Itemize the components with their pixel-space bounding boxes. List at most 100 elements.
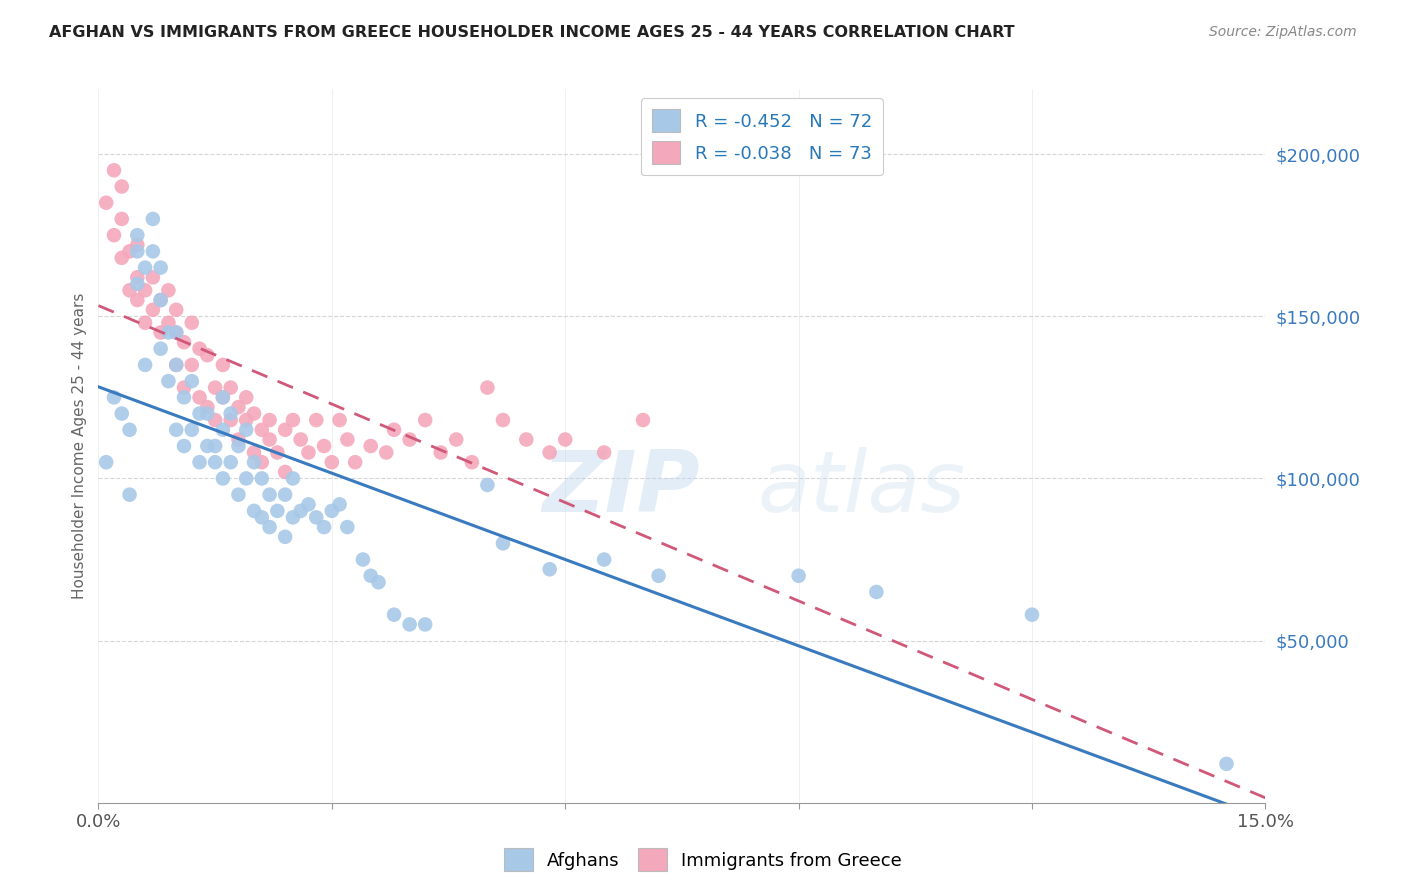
Point [212, 358, 235, 372]
Point [344, 455, 367, 469]
Point [329, 413, 352, 427]
Point [149, 293, 172, 307]
Point [96, 455, 118, 469]
Point [266, 445, 288, 459]
Point [461, 455, 484, 469]
Point [228, 433, 250, 447]
Point [515, 433, 537, 447]
Point [352, 552, 374, 566]
Point [195, 407, 218, 421]
Point [631, 413, 654, 427]
Point [180, 423, 202, 437]
Point [382, 607, 405, 622]
Point [413, 413, 436, 427]
Point [127, 238, 149, 252]
Point [259, 520, 281, 534]
Point [593, 552, 616, 566]
Point [157, 374, 180, 388]
Point [647, 568, 669, 582]
Point [235, 390, 257, 404]
Text: ZIP: ZIP [541, 447, 700, 531]
Point [118, 244, 141, 259]
Point [204, 413, 226, 427]
Point [865, 585, 887, 599]
Point [219, 413, 242, 427]
Point [118, 488, 141, 502]
Point [180, 316, 202, 330]
Point [134, 283, 156, 297]
Point [127, 293, 149, 307]
Point [336, 520, 359, 534]
Point [250, 423, 273, 437]
Point [538, 445, 561, 459]
Point [360, 568, 382, 582]
Point [312, 439, 335, 453]
Point [477, 478, 499, 492]
Point [446, 433, 468, 447]
Point [173, 335, 195, 350]
Point [1021, 607, 1043, 622]
Point [157, 283, 180, 297]
Point [274, 530, 297, 544]
Point [413, 617, 436, 632]
Point [195, 439, 218, 453]
Point [228, 400, 250, 414]
Point [250, 471, 273, 485]
Point [188, 390, 211, 404]
Y-axis label: Householder Income Ages 25 - 44 years: Householder Income Ages 25 - 44 years [72, 293, 87, 599]
Point [259, 433, 281, 447]
Point [274, 465, 297, 479]
Point [157, 326, 180, 340]
Point [360, 439, 382, 453]
Point [243, 445, 266, 459]
Point [149, 260, 172, 275]
Point [281, 510, 304, 524]
Point [593, 445, 616, 459]
Point [329, 497, 352, 511]
Point [165, 358, 187, 372]
Point [336, 433, 359, 447]
Point [266, 504, 288, 518]
Point [118, 283, 141, 297]
Point [554, 433, 576, 447]
Point [204, 455, 226, 469]
Point [219, 381, 242, 395]
Legend: Afghans, Immigrants from Greece: Afghans, Immigrants from Greece [496, 841, 910, 879]
Point [103, 163, 125, 178]
Point [243, 407, 266, 421]
Point [492, 413, 515, 427]
Point [165, 326, 187, 340]
Point [142, 302, 165, 317]
Point [188, 455, 211, 469]
Point [149, 342, 172, 356]
Point [134, 260, 156, 275]
Point [398, 433, 420, 447]
Point [165, 423, 187, 437]
Point [127, 270, 149, 285]
Point [243, 504, 266, 518]
Point [250, 510, 273, 524]
Point [212, 390, 235, 404]
Point [149, 326, 172, 340]
Text: atlas: atlas [758, 447, 966, 531]
Point [305, 413, 328, 427]
Point [305, 510, 328, 524]
Point [259, 488, 281, 502]
Point [204, 439, 226, 453]
Point [188, 407, 211, 421]
Point [111, 179, 134, 194]
Point [195, 400, 218, 414]
Point [180, 358, 202, 372]
Point [290, 504, 312, 518]
Point [219, 455, 242, 469]
Point [321, 504, 343, 518]
Point [212, 423, 235, 437]
Point [96, 195, 118, 210]
Point [375, 445, 398, 459]
Point [173, 390, 195, 404]
Point [250, 455, 273, 469]
Point [312, 520, 335, 534]
Point [118, 423, 141, 437]
Point [228, 488, 250, 502]
Point [142, 270, 165, 285]
